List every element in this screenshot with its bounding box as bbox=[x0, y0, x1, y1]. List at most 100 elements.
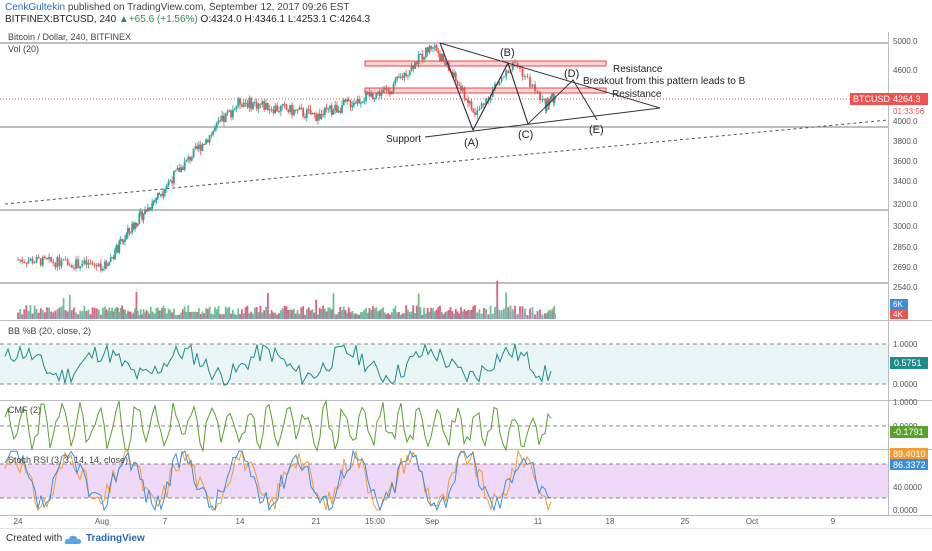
volume-bar bbox=[142, 309, 145, 319]
volume-bar bbox=[460, 307, 462, 319]
tradingview-brand[interactable]: TradingView bbox=[86, 533, 145, 544]
volume-bar bbox=[463, 309, 466, 319]
volume-bar bbox=[231, 309, 234, 319]
stoch-k-tag bbox=[890, 448, 928, 459]
candle-body bbox=[292, 109, 295, 116]
author-link[interactable]: CenkGultekin bbox=[5, 2, 66, 13]
symbol-tag-text: BTCUSD bbox=[853, 94, 891, 104]
candle-body bbox=[224, 113, 227, 122]
volume-bar bbox=[408, 312, 411, 319]
candle-body bbox=[228, 110, 231, 112]
volume-tick: 4K bbox=[893, 310, 903, 319]
volume-bar bbox=[58, 307, 61, 319]
volume-bar bbox=[50, 311, 53, 319]
volume-bar bbox=[226, 308, 229, 319]
chart-area[interactable]: Resistance Resistance Breakout from this… bbox=[0, 0, 932, 528]
candle-body bbox=[294, 109, 297, 111]
candle-body bbox=[132, 223, 135, 230]
volume-bar bbox=[442, 314, 445, 319]
volume-bar bbox=[156, 307, 159, 319]
volume-bar bbox=[37, 312, 40, 319]
candle-body bbox=[500, 77, 503, 82]
candle-body bbox=[187, 156, 190, 160]
candle-body bbox=[152, 201, 155, 203]
volume-bar bbox=[167, 308, 170, 319]
volume-bar bbox=[410, 311, 413, 319]
time-tick: 9 bbox=[831, 517, 836, 526]
candle-body bbox=[54, 263, 57, 268]
price-tick: 3000.0 bbox=[893, 222, 918, 231]
volume-bar bbox=[315, 299, 318, 319]
candle-body bbox=[164, 189, 166, 194]
volume-bar bbox=[291, 309, 293, 319]
candle-body bbox=[93, 264, 96, 266]
volume-bar bbox=[25, 305, 28, 319]
candle-body bbox=[255, 102, 258, 109]
volume-bar bbox=[470, 309, 473, 319]
volume-bar bbox=[511, 309, 514, 319]
candle-body bbox=[37, 256, 40, 259]
candle-body bbox=[489, 96, 492, 101]
volume-bar bbox=[192, 311, 195, 319]
volume-bar bbox=[52, 312, 55, 319]
candle-body bbox=[112, 257, 115, 260]
volume-tick-tag bbox=[890, 309, 908, 319]
volume-bar bbox=[337, 312, 340, 319]
candle-body bbox=[435, 45, 438, 51]
volume-bar bbox=[221, 314, 224, 319]
candle-body bbox=[154, 199, 156, 202]
candle-body bbox=[298, 107, 301, 110]
candle-body bbox=[378, 91, 381, 96]
volume-bar bbox=[371, 306, 374, 319]
volume-bar bbox=[56, 309, 59, 319]
time-tick: 14 bbox=[236, 517, 245, 526]
volume-bar bbox=[446, 310, 448, 319]
volume-bar bbox=[407, 309, 409, 319]
candle-body bbox=[121, 239, 124, 241]
volume-bar bbox=[54, 310, 57, 319]
candle-body bbox=[99, 263, 102, 271]
volume-bar bbox=[253, 307, 256, 319]
candle-body bbox=[75, 259, 77, 269]
volume-bar bbox=[453, 313, 455, 319]
time-tick: 15:00 bbox=[365, 517, 386, 526]
stoch-d-line bbox=[4, 449, 552, 512]
candle-body bbox=[237, 98, 240, 107]
candle-body bbox=[39, 258, 42, 266]
volume-bar bbox=[377, 311, 379, 319]
volume-bar bbox=[105, 309, 108, 319]
candle-body bbox=[412, 65, 415, 69]
candle-body bbox=[467, 99, 469, 104]
candle-body bbox=[192, 148, 195, 158]
candle-body bbox=[48, 256, 50, 260]
candle-body bbox=[358, 98, 361, 103]
volume-bar bbox=[403, 313, 406, 319]
volume-bar bbox=[451, 311, 454, 319]
symbol-text: BITFINEX:BTCUSD, 240 bbox=[5, 14, 117, 25]
candle-body bbox=[148, 207, 151, 210]
volume-bar bbox=[263, 310, 266, 319]
candle-body bbox=[329, 105, 331, 109]
candle-body bbox=[158, 193, 161, 196]
candle-body bbox=[159, 194, 162, 196]
price-tick: 2850.0 bbox=[893, 243, 918, 252]
candle-body bbox=[356, 98, 359, 104]
volume-bar bbox=[412, 305, 415, 319]
candle-body bbox=[539, 91, 541, 101]
volume-bar bbox=[252, 313, 254, 319]
candle-body bbox=[171, 180, 174, 184]
volume-bar bbox=[392, 308, 395, 319]
time-axis-ticks: 24 Aug 7 14 21 15:00 Sep 11 18 25 Oct 9 bbox=[14, 517, 836, 526]
volume-bar bbox=[394, 305, 397, 319]
volume-bar bbox=[276, 314, 279, 319]
published-text: published on TradingView.com, September … bbox=[67, 2, 350, 13]
candle-body bbox=[87, 262, 90, 265]
volume-bar bbox=[385, 314, 388, 319]
volume-bar bbox=[135, 291, 138, 319]
volume-bar bbox=[159, 310, 162, 319]
volume-bar bbox=[334, 314, 337, 319]
volume-bar bbox=[423, 307, 425, 319]
candle-body bbox=[266, 103, 269, 111]
time-tick: 25 bbox=[681, 517, 690, 526]
volume-bar bbox=[165, 313, 168, 319]
